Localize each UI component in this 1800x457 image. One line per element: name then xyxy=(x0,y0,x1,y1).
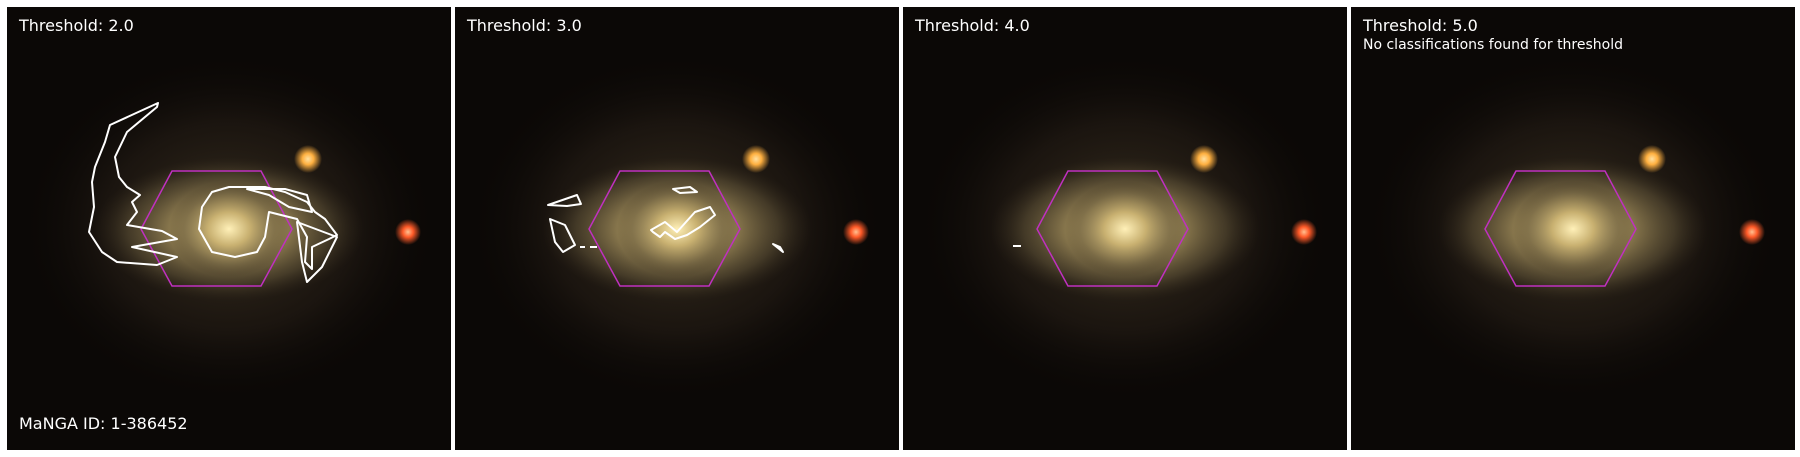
panel-threshold-3: Threshold: 3.0 xyxy=(455,7,899,450)
galaxy-image xyxy=(7,7,451,450)
foreground-star-red xyxy=(1739,219,1765,245)
manga-id-label: MaNGA ID: 1-386452 xyxy=(19,414,188,433)
ifu-hexagon xyxy=(1036,170,1189,287)
classification-contours xyxy=(88,102,338,283)
ifu-hexagon xyxy=(1484,170,1637,287)
panel-title: Threshold: 4.0 xyxy=(915,16,1030,35)
foreground-star-red xyxy=(395,219,421,245)
foreground-star-orange xyxy=(742,145,770,173)
panel-title: Threshold: 5.0 xyxy=(1363,16,1478,35)
panel-threshold-2: Threshold: 2.0 MaNGA ID: 1-386452 xyxy=(7,7,451,450)
galaxy-image xyxy=(455,7,899,450)
ifu-hexagon xyxy=(588,170,741,287)
panel-threshold-4: Threshold: 4.0 xyxy=(903,7,1347,450)
no-classifications-note: No classifications found for threshold xyxy=(1363,37,1623,53)
ifu-hexagon xyxy=(140,170,293,287)
panel-threshold-5: Threshold: 5.0 No classifications found … xyxy=(1351,7,1795,450)
classification-contours xyxy=(547,186,784,253)
panel-title: Threshold: 2.0 xyxy=(19,16,134,35)
foreground-star-orange xyxy=(294,145,322,173)
foreground-star-red xyxy=(1291,219,1317,245)
foreground-star-orange xyxy=(1638,145,1666,173)
panel-title: Threshold: 3.0 xyxy=(467,16,582,35)
foreground-star-red xyxy=(843,219,869,245)
foreground-star-orange xyxy=(1190,145,1218,173)
galaxy-image xyxy=(1351,7,1795,450)
galaxy-image xyxy=(903,7,1347,450)
